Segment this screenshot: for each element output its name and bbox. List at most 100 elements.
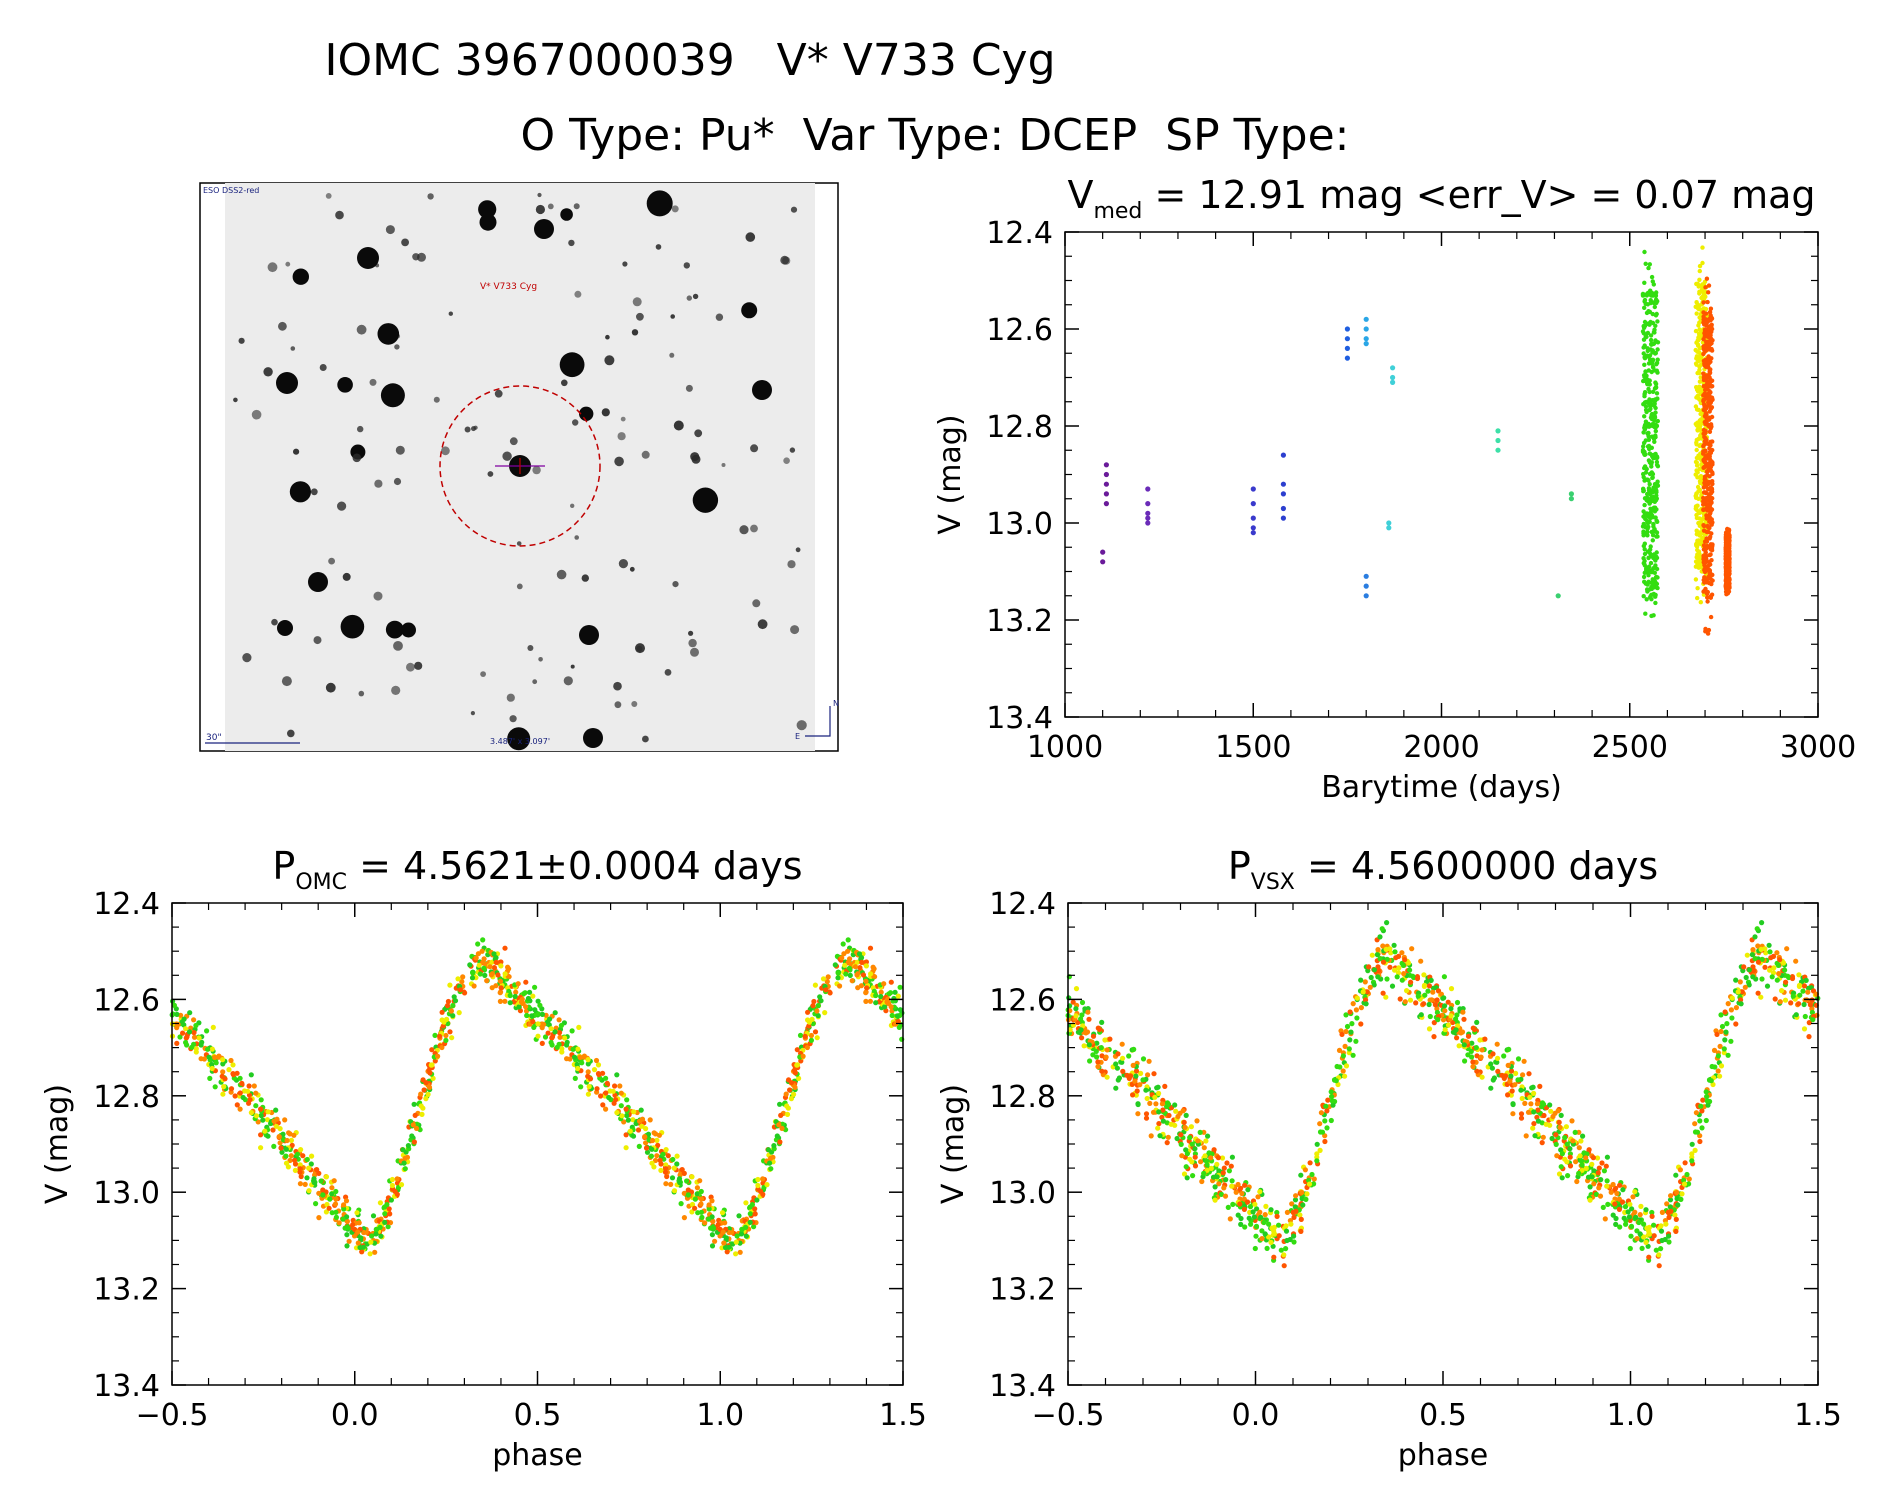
data-point bbox=[440, 1023, 446, 1029]
data-point bbox=[794, 1047, 800, 1053]
data-point bbox=[230, 1072, 236, 1078]
data-point bbox=[1648, 333, 1654, 338]
data-point bbox=[1244, 1199, 1251, 1205]
data-point bbox=[1650, 422, 1655, 427]
data-point bbox=[1750, 964, 1756, 970]
data-point bbox=[1442, 1027, 1448, 1033]
data-point bbox=[1531, 1121, 1537, 1127]
data-point bbox=[1655, 347, 1660, 352]
data-point bbox=[309, 1153, 315, 1159]
data-point bbox=[1655, 479, 1660, 484]
data-point bbox=[1280, 452, 1286, 458]
data-point bbox=[1649, 359, 1654, 364]
data-point bbox=[873, 992, 879, 999]
data-point bbox=[283, 1146, 289, 1152]
finder-star bbox=[655, 244, 662, 250]
data-point bbox=[1145, 510, 1151, 516]
data-point bbox=[278, 1145, 284, 1151]
y-tick-label: 12.6 bbox=[986, 313, 1053, 348]
data-point bbox=[585, 1069, 591, 1075]
data-point bbox=[1394, 974, 1400, 980]
data-point bbox=[1628, 1223, 1635, 1229]
data-point bbox=[738, 1231, 745, 1237]
data-point bbox=[1646, 437, 1652, 442]
data-point bbox=[1113, 1061, 1119, 1067]
data-point bbox=[1465, 1052, 1471, 1058]
data-point bbox=[1284, 1237, 1290, 1244]
data-point bbox=[557, 1034, 563, 1040]
finder-star bbox=[691, 454, 701, 464]
data-point bbox=[1649, 274, 1655, 280]
data-point bbox=[1172, 1102, 1178, 1108]
data-point bbox=[1579, 1158, 1585, 1164]
y-tick-label: 13.4 bbox=[986, 701, 1053, 736]
data-point bbox=[1707, 474, 1712, 479]
data-point bbox=[1527, 1094, 1533, 1100]
finder-star bbox=[385, 620, 404, 639]
data-point bbox=[635, 1127, 642, 1133]
data-point bbox=[351, 1233, 358, 1239]
data-point bbox=[643, 1126, 649, 1132]
data-point bbox=[1266, 1234, 1272, 1240]
data-point bbox=[1160, 1118, 1166, 1124]
data-point bbox=[198, 1042, 204, 1048]
data-point bbox=[1187, 1156, 1193, 1162]
data-point bbox=[495, 972, 501, 978]
data-point bbox=[1343, 1028, 1349, 1035]
data-point bbox=[1642, 414, 1647, 419]
data-point bbox=[1448, 1006, 1454, 1012]
data-point bbox=[1131, 1046, 1137, 1052]
data-point bbox=[292, 1167, 298, 1173]
data-point bbox=[1238, 1185, 1244, 1191]
data-point bbox=[1643, 407, 1649, 413]
data-point bbox=[1179, 1153, 1185, 1159]
data-point bbox=[1709, 1063, 1715, 1070]
data-point bbox=[1746, 982, 1752, 988]
data-point bbox=[1627, 1245, 1633, 1252]
data-point bbox=[854, 972, 860, 978]
finder-star bbox=[478, 200, 497, 219]
data-point bbox=[630, 1133, 637, 1139]
data-point bbox=[1272, 1231, 1278, 1237]
data-point bbox=[1642, 579, 1647, 584]
data-point bbox=[1718, 1012, 1724, 1018]
data-point bbox=[1268, 1207, 1274, 1213]
data-point bbox=[1704, 276, 1710, 281]
data-point bbox=[1371, 967, 1377, 973]
data-points bbox=[1100, 245, 1732, 636]
data-point bbox=[291, 1132, 297, 1138]
data-point bbox=[1641, 556, 1646, 561]
data-point bbox=[1708, 306, 1714, 311]
finder-star bbox=[559, 352, 585, 378]
data-point bbox=[768, 1166, 774, 1172]
data-point bbox=[1710, 578, 1715, 583]
finder-star bbox=[328, 557, 335, 565]
data-point bbox=[1245, 1187, 1251, 1193]
data-point bbox=[1567, 1154, 1573, 1160]
finder-star bbox=[487, 471, 494, 477]
finder-star bbox=[604, 355, 615, 366]
x-tick-label: 1.0 bbox=[696, 1398, 744, 1433]
data-point bbox=[1647, 500, 1653, 505]
data-point bbox=[1625, 1209, 1631, 1215]
data-point bbox=[1525, 1109, 1532, 1115]
data-point bbox=[1590, 1155, 1596, 1161]
data-point bbox=[1707, 559, 1712, 565]
data-point bbox=[358, 1235, 364, 1241]
data-point bbox=[1764, 983, 1771, 989]
data-point bbox=[1360, 989, 1366, 995]
data-point bbox=[1587, 1184, 1593, 1190]
data-point bbox=[513, 989, 519, 995]
data-point bbox=[432, 1032, 438, 1038]
data-point bbox=[598, 1093, 604, 1099]
data-point bbox=[1697, 435, 1703, 441]
data-point bbox=[1583, 1165, 1589, 1171]
data-point bbox=[1711, 1047, 1718, 1053]
data-point bbox=[318, 1178, 324, 1184]
data-point bbox=[1223, 1177, 1229, 1183]
data-points bbox=[169, 937, 905, 1257]
data-point bbox=[248, 1072, 254, 1078]
data-point bbox=[1396, 965, 1402, 971]
data-point bbox=[1648, 491, 1653, 497]
data-point bbox=[1644, 498, 1650, 503]
